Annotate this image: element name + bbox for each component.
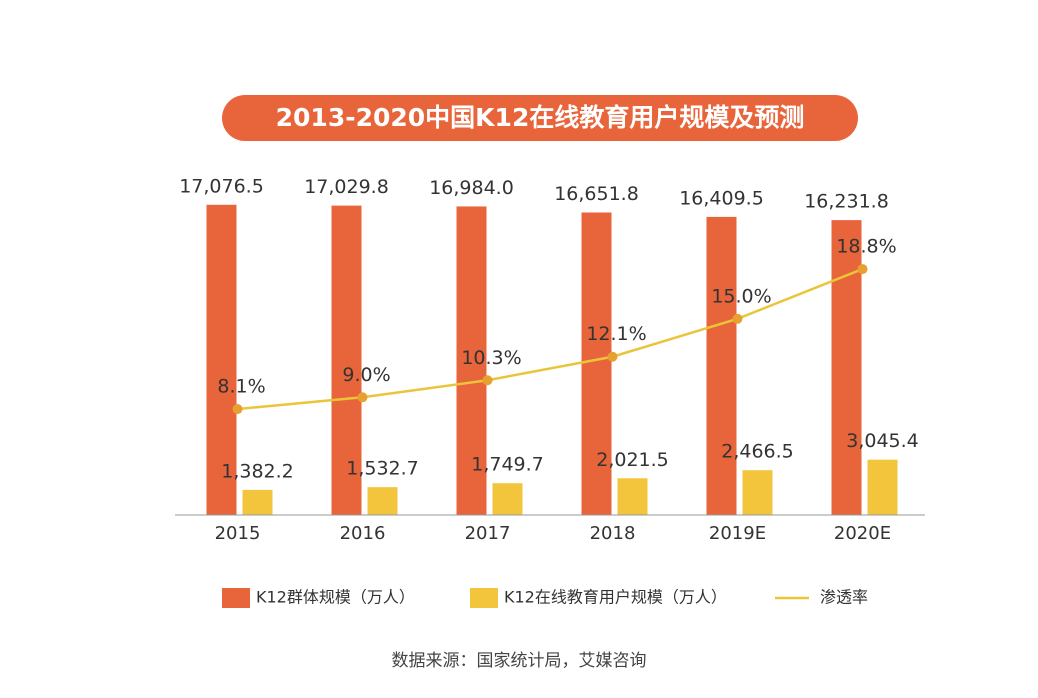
bar bbox=[456, 206, 487, 515]
legend-label: 渗透率 bbox=[820, 588, 868, 607]
legend-label: K12群体规模（万人） bbox=[256, 588, 415, 607]
line-point bbox=[732, 313, 743, 324]
value-label: 9.0% bbox=[342, 364, 390, 386]
value-label: 16,651.8 bbox=[554, 183, 639, 205]
line-point bbox=[857, 264, 868, 275]
bar bbox=[617, 478, 648, 515]
value-label: 2,021.5 bbox=[596, 449, 669, 471]
bar bbox=[581, 212, 612, 515]
value-label: 8.1% bbox=[217, 376, 265, 398]
bar bbox=[867, 459, 898, 515]
bar bbox=[831, 220, 862, 515]
value-label: 1,532.7 bbox=[346, 458, 419, 480]
value-label: 16,984.0 bbox=[429, 177, 514, 199]
bar bbox=[492, 483, 523, 515]
bar bbox=[367, 487, 398, 515]
source: 数据来源：国家统计局，艾媒咨询 bbox=[392, 651, 647, 671]
value-label: 15.0% bbox=[711, 285, 771, 307]
value-label: 2,466.5 bbox=[721, 441, 794, 463]
title-pill bbox=[222, 95, 858, 141]
x-tick-label: 2019E bbox=[709, 523, 766, 544]
chart-title: 2013-2020中国K12在线教育用户规模及预测 bbox=[276, 103, 805, 132]
value-label: 16,231.8 bbox=[804, 191, 889, 213]
bar bbox=[206, 204, 237, 515]
line bbox=[237, 267, 863, 411]
x-tick-label: 2017 bbox=[465, 523, 511, 544]
x-tick-label: 2016 bbox=[340, 523, 386, 544]
value-label: 12.1% bbox=[586, 323, 646, 345]
legend-swatch bbox=[222, 588, 250, 608]
legend-label: K12在线教育用户规模（万人） bbox=[504, 588, 727, 607]
value-label: 17,076.5 bbox=[179, 175, 264, 197]
line-point bbox=[232, 404, 243, 415]
value-label: 10.3% bbox=[461, 347, 521, 369]
value-label: 3,045.4 bbox=[846, 430, 919, 452]
value-label: 1,382.2 bbox=[221, 460, 294, 482]
line-point bbox=[482, 375, 493, 386]
bar bbox=[742, 470, 773, 515]
value-label: 16,409.5 bbox=[679, 187, 764, 209]
bar bbox=[706, 216, 737, 515]
legend-swatch bbox=[470, 588, 498, 608]
x-tick-label: 2020E bbox=[834, 523, 891, 544]
bar bbox=[331, 205, 362, 515]
line-point bbox=[607, 351, 618, 362]
line-point bbox=[357, 392, 368, 403]
bar bbox=[242, 489, 273, 515]
value-label: 1,749.7 bbox=[471, 454, 544, 476]
x-tick-label: 2015 bbox=[215, 523, 261, 544]
value-label: 17,029.8 bbox=[304, 176, 389, 198]
value-label: 18.8% bbox=[836, 236, 896, 258]
x-tick-label: 2018 bbox=[590, 523, 636, 544]
